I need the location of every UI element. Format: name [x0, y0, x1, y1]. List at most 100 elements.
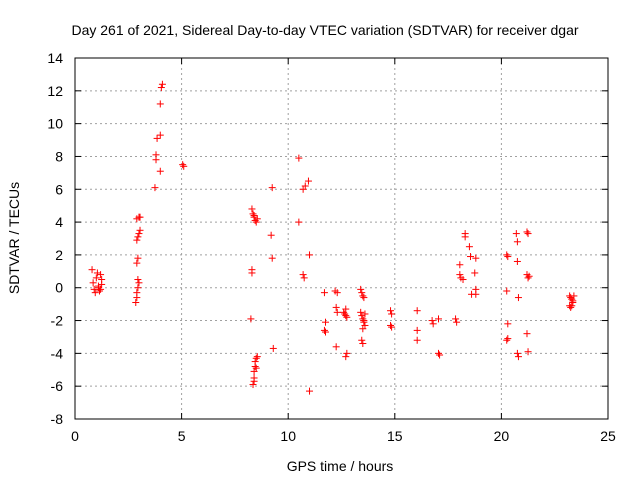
x-tick-label: 0 — [71, 428, 79, 444]
data-point — [251, 358, 259, 366]
data-point — [157, 84, 165, 92]
data-point — [133, 289, 141, 297]
y-tick-label: -6 — [51, 378, 64, 394]
data-point — [97, 271, 105, 279]
data-point — [333, 308, 341, 316]
data-point — [252, 218, 260, 226]
data-point — [359, 292, 367, 300]
y-tick-label: -8 — [51, 411, 64, 427]
data-point — [465, 243, 473, 251]
data-point — [268, 184, 276, 192]
data-point — [92, 274, 100, 282]
data-point — [504, 253, 512, 261]
y-tick-label: 12 — [47, 83, 63, 99]
data-point — [268, 254, 276, 262]
data-point — [333, 289, 341, 297]
y-tick-label: 8 — [55, 148, 63, 164]
data-point — [299, 271, 307, 279]
data-point — [306, 387, 314, 395]
data-point — [413, 307, 421, 315]
data-point — [570, 292, 578, 300]
x-tick-label: 5 — [178, 428, 186, 444]
data-point — [461, 233, 469, 241]
data-point — [359, 315, 367, 323]
data-point — [359, 340, 367, 348]
y-tick-label: -2 — [51, 313, 64, 329]
data-point — [301, 182, 309, 190]
data-point — [429, 320, 437, 328]
y-tick-label: 4 — [55, 214, 63, 230]
data-point — [566, 302, 574, 310]
data-point — [513, 257, 521, 265]
data-point — [388, 323, 396, 331]
data-point — [471, 269, 479, 277]
data-point — [435, 349, 443, 357]
data-point — [153, 134, 161, 142]
data-point — [134, 254, 142, 262]
x-tick-label: 25 — [600, 428, 616, 444]
data-point — [322, 328, 330, 336]
data-point — [332, 343, 340, 351]
data-point — [387, 321, 395, 329]
data-point — [133, 259, 141, 267]
axis-ticks: 0 5 10 15 20 25 -8 -6 -4 -2 0 2 4 6 8 10 12 14 — [47, 50, 616, 444]
data-point — [524, 348, 532, 356]
data-point — [358, 289, 366, 297]
y-tick-label: 0 — [55, 280, 63, 296]
data-point — [152, 151, 160, 159]
data-point — [250, 212, 258, 220]
x-axis-label: GPS time / hours — [287, 458, 394, 474]
data-point — [388, 310, 396, 318]
data-point — [342, 312, 350, 320]
data-point — [413, 326, 421, 334]
data-point — [300, 274, 308, 282]
data-point — [472, 254, 480, 262]
data-point — [361, 310, 369, 318]
data-point — [358, 312, 366, 320]
y-tick-label: 14 — [47, 50, 63, 66]
data-point — [295, 154, 303, 162]
data-point — [179, 161, 187, 169]
data-point — [514, 353, 522, 361]
data-point — [569, 298, 577, 306]
data-point — [503, 336, 511, 344]
data-point — [466, 253, 474, 261]
data-point — [93, 269, 101, 277]
data-point — [134, 276, 142, 284]
data-point — [322, 318, 330, 326]
data-points — [88, 80, 578, 395]
data-point — [248, 266, 256, 274]
data-point — [514, 294, 522, 302]
data-point — [359, 325, 367, 333]
data-point — [136, 213, 144, 221]
data-point — [295, 218, 303, 226]
data-point — [452, 315, 460, 323]
data-point — [504, 335, 512, 343]
data-point — [503, 251, 511, 259]
data-point — [453, 318, 461, 326]
x-tick-label: 20 — [494, 428, 510, 444]
data-point — [387, 307, 395, 315]
data-point — [320, 326, 328, 334]
data-point — [267, 231, 275, 239]
data-point — [523, 228, 531, 236]
x-tick-label: 15 — [387, 428, 403, 444]
data-point — [133, 236, 141, 244]
data-point — [436, 351, 444, 359]
x-tick-label: 10 — [280, 428, 296, 444]
data-point — [513, 238, 521, 246]
data-point — [358, 336, 366, 344]
data-point — [88, 266, 96, 274]
data-point — [342, 353, 350, 361]
data-point — [357, 285, 365, 293]
data-point — [249, 381, 257, 389]
y-tick-label: -4 — [51, 345, 64, 361]
data-point — [156, 100, 164, 108]
data-point — [456, 261, 464, 269]
data-point — [523, 330, 531, 338]
data-point — [132, 298, 140, 306]
y-tick-label: 6 — [55, 181, 63, 197]
data-point — [306, 251, 314, 259]
data-point — [343, 349, 351, 357]
